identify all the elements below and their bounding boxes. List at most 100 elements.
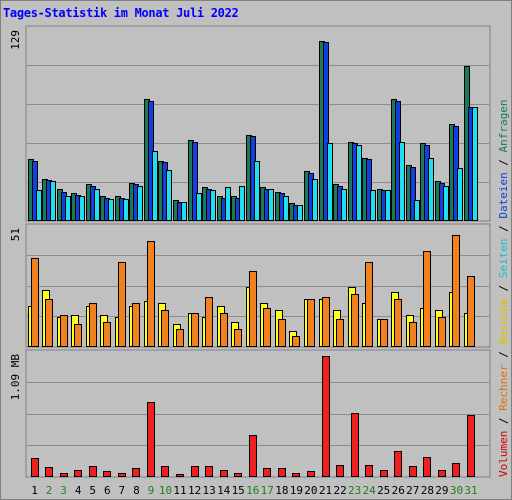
bar-rechner-day-17 bbox=[263, 308, 271, 347]
bar-rechner-day-27 bbox=[409, 322, 417, 347]
y-axis-max-label: 1.09 MB bbox=[9, 354, 22, 401]
bar-rechner-day-10 bbox=[161, 310, 169, 347]
bar-rechner-day-1 bbox=[31, 258, 39, 347]
bar-volumen-day-22 bbox=[336, 465, 344, 477]
x-tick-label: 21 bbox=[319, 484, 332, 497]
x-tick-label: 2 bbox=[46, 484, 53, 497]
x-tick-label: 6 bbox=[104, 484, 111, 497]
bar-seiten-day-15 bbox=[239, 186, 245, 221]
legend-part: Dateien bbox=[497, 172, 510, 218]
x-tick-label: 1 bbox=[31, 484, 38, 497]
bar-seiten-day-11 bbox=[181, 202, 187, 221]
bar-volumen-day-20 bbox=[307, 471, 315, 477]
x-tick-label: 30 bbox=[450, 484, 463, 497]
x-tick-label: 23 bbox=[348, 484, 361, 497]
bar-rechner-day-6 bbox=[103, 322, 111, 347]
bar-seiten-day-20 bbox=[312, 179, 318, 221]
bar-volumen-day-15 bbox=[234, 473, 242, 477]
x-tick-label: 3 bbox=[60, 484, 67, 497]
bar-rechner-day-18 bbox=[278, 319, 286, 347]
bar-volumen-day-14 bbox=[220, 470, 228, 477]
x-tick-label: 27 bbox=[406, 484, 419, 497]
chart-title: Tages-Statistik im Monat Juli 2022 bbox=[3, 6, 239, 20]
bar-volumen-day-17 bbox=[263, 468, 271, 477]
bar-rechner-day-23 bbox=[351, 294, 359, 347]
legend-part: Volumen bbox=[497, 431, 510, 477]
bar-rechner-day-4 bbox=[74, 324, 82, 347]
bar-seiten-day-14 bbox=[225, 187, 231, 221]
bar-volumen-day-28 bbox=[423, 457, 431, 477]
bar-seiten-day-7 bbox=[123, 199, 129, 221]
bar-rechner-day-29 bbox=[438, 317, 446, 347]
bar-seiten-day-10 bbox=[166, 170, 172, 221]
bar-rechner-day-8 bbox=[132, 303, 140, 347]
x-tick-label: 5 bbox=[89, 484, 96, 497]
bar-rechner-day-16 bbox=[249, 271, 257, 347]
bar-volumen-day-29 bbox=[438, 470, 446, 477]
bar-volumen-day-26 bbox=[394, 451, 402, 477]
legend-part: Seiten bbox=[497, 239, 510, 279]
bar-seiten-day-24 bbox=[370, 190, 376, 221]
bar-seiten-day-31 bbox=[472, 107, 478, 221]
bar-volumen-day-9 bbox=[147, 402, 155, 477]
bar-rechner-day-14 bbox=[220, 313, 228, 347]
bar-volumen-day-30 bbox=[452, 463, 460, 477]
bar-volumen-day-8 bbox=[132, 468, 140, 477]
bar-rechner-day-2 bbox=[45, 299, 53, 347]
bar-seiten-day-9 bbox=[152, 151, 158, 221]
bar-seiten-day-23 bbox=[356, 145, 362, 221]
bar-dateien-day-21 bbox=[323, 42, 329, 221]
bar-seiten-day-12 bbox=[196, 193, 202, 221]
legend-part: / bbox=[497, 345, 510, 365]
bar-seiten-day-22 bbox=[341, 189, 347, 221]
x-tick-label: 12 bbox=[188, 484, 201, 497]
x-tick-label: 8 bbox=[133, 484, 140, 497]
x-tick-label: 20 bbox=[304, 484, 317, 497]
x-tick-label: 19 bbox=[290, 484, 303, 497]
x-tick-label: 24 bbox=[363, 484, 377, 497]
x-axis-ticks: 1 2 3 4 5 6 7 8 9 10 11 12 13 14 15 16 17 18 19 20 21 22 23 24 2… bbox=[31, 484, 477, 497]
bar-seiten-day-16 bbox=[254, 161, 260, 221]
x-tick-label: 4 bbox=[75, 484, 82, 497]
bar-rechner-day-9 bbox=[147, 241, 155, 347]
bar-seiten-day-6 bbox=[108, 199, 114, 221]
x-tick-label: 16 bbox=[246, 484, 259, 497]
bar-seiten-day-17 bbox=[268, 189, 274, 221]
right-legend: Volumen / Rechner / Besuche / Seiten / D… bbox=[497, 99, 510, 477]
chart-panel-2: 51 bbox=[9, 223, 491, 348]
x-tick-label: 22 bbox=[333, 484, 346, 497]
bar-volumen-day-3 bbox=[60, 473, 68, 477]
bar-seiten-day-4 bbox=[79, 196, 85, 221]
bar-seiten-day-1 bbox=[36, 190, 42, 221]
bar-volumen-day-31 bbox=[467, 415, 475, 477]
x-tick-label: 18 bbox=[275, 484, 288, 497]
x-tick-label: 25 bbox=[377, 484, 390, 497]
bar-volumen-day-5 bbox=[89, 466, 97, 477]
bar-rechner-day-3 bbox=[60, 315, 68, 347]
bar-volumen-day-25 bbox=[380, 470, 388, 477]
chart-panel-1: 129 bbox=[9, 25, 491, 222]
bar-seiten-day-8 bbox=[137, 186, 143, 221]
x-tick-label: 29 bbox=[435, 484, 448, 497]
legend-part: / bbox=[497, 278, 510, 298]
legend-part: / bbox=[497, 152, 510, 172]
bar-rechner-day-25 bbox=[380, 319, 388, 347]
bar-rechner-day-31 bbox=[467, 276, 475, 347]
bar-volumen-day-16 bbox=[249, 435, 257, 477]
x-tick-label: 10 bbox=[159, 484, 172, 497]
bar-volumen-day-6 bbox=[103, 471, 111, 477]
bar-volumen-day-11 bbox=[176, 474, 184, 477]
x-tick-label: 13 bbox=[202, 484, 215, 497]
bar-rechner-day-15 bbox=[234, 329, 242, 347]
bar-volumen-day-27 bbox=[409, 466, 417, 477]
legend-part: Rechner bbox=[497, 364, 510, 411]
x-tick-label: 31 bbox=[464, 484, 477, 497]
bar-seiten-day-2 bbox=[50, 181, 56, 221]
y-axis-max-label: 129 bbox=[9, 30, 22, 50]
x-tick-label: 15 bbox=[232, 484, 245, 497]
bar-rechner-day-28 bbox=[423, 251, 431, 347]
bar-rechner-day-30 bbox=[452, 235, 460, 347]
bar-seiten-day-21 bbox=[327, 143, 333, 221]
bar-volumen-day-4 bbox=[74, 470, 82, 477]
